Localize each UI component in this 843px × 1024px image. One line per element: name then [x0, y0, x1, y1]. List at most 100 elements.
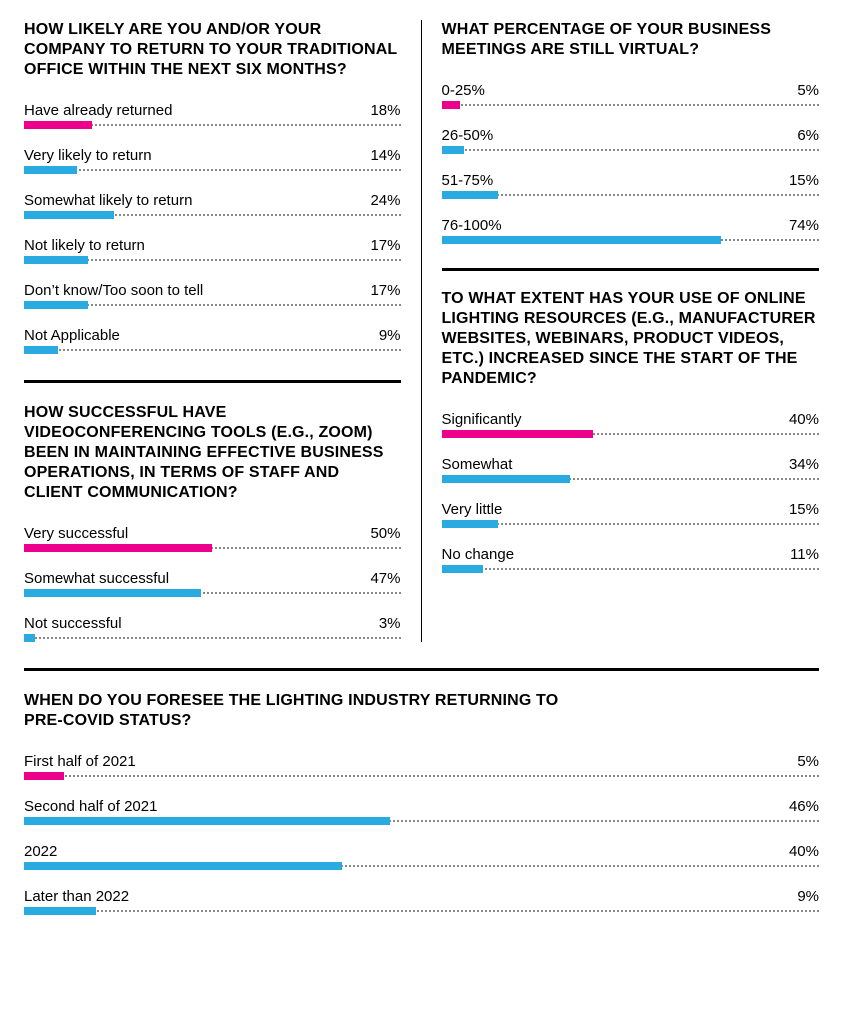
- bar-percent: 3%: [379, 615, 401, 632]
- bar-row: Don’t know/Too soon to tell 17%: [24, 282, 401, 309]
- bar-label: First half of 2021: [24, 753, 136, 770]
- bar-percent: 5%: [797, 82, 819, 99]
- bar-fill: [24, 634, 35, 642]
- bar-label: Not Applicable: [24, 327, 120, 344]
- bar-percent: 11%: [790, 546, 819, 563]
- bar-label: Very little: [442, 501, 503, 518]
- bar-row: Somewhat 34%: [442, 456, 820, 483]
- bar-percent: 17%: [370, 237, 400, 254]
- bar-label: 2022: [24, 843, 57, 860]
- bar-track: [442, 430, 820, 438]
- bar-percent: 50%: [370, 525, 400, 542]
- bar-label: 51-75%: [442, 172, 494, 189]
- bar-row: Not Applicable 9%: [24, 327, 401, 354]
- bar-dots: [442, 194, 820, 196]
- bar-list: 0-25% 5% 26-50%6% 51-75%15% 76-100%74%: [442, 82, 820, 244]
- bar-track: [442, 191, 820, 199]
- bar-fill: [442, 236, 721, 244]
- bar-track: [24, 166, 401, 174]
- bar-fill: [24, 301, 88, 309]
- bar-track: [24, 544, 401, 552]
- bar-label: Somewhat successful: [24, 570, 169, 587]
- bar-dots: [442, 523, 820, 525]
- bar-row: First half of 2021 5%: [24, 753, 819, 780]
- bar-percent: 47%: [370, 570, 400, 587]
- bar-row: 26-50%6%: [442, 127, 820, 154]
- bar-label: Not likely to return: [24, 237, 145, 254]
- bar-label: 76-100%: [442, 217, 502, 234]
- bar-row: 76-100%74%: [442, 217, 820, 244]
- bar-fill: [24, 121, 92, 129]
- bar-row: 51-75%15%: [442, 172, 820, 199]
- bar-track: [24, 301, 401, 309]
- bar-label: Don’t know/Too soon to tell: [24, 282, 203, 299]
- bar-track: [24, 817, 819, 825]
- bar-percent: 40%: [789, 411, 819, 428]
- bar-row: Very likely to return14%: [24, 147, 401, 174]
- bar-label: Somewhat: [442, 456, 513, 473]
- bar-percent: 5%: [797, 753, 819, 770]
- bar-percent: 15%: [789, 501, 819, 518]
- right-column: WHAT PERCENTAGE OF YOUR BUSINESS MEETING…: [422, 20, 820, 642]
- bar-label: Second half of 2021: [24, 798, 157, 815]
- bar-row: Later than 2022 9%: [24, 888, 819, 915]
- bar-label: 0-25%: [442, 82, 485, 99]
- bar-row: 0-25% 5%: [442, 82, 820, 109]
- bar-track: [442, 565, 820, 573]
- bar-fill: [24, 772, 64, 780]
- bar-label: Later than 2022: [24, 888, 129, 905]
- bar-percent: 46%: [789, 798, 819, 815]
- bar-fill: [24, 862, 342, 870]
- bar-percent: 18%: [370, 102, 400, 119]
- bar-fill: [24, 907, 96, 915]
- bar-row: Not successful3%: [24, 615, 401, 642]
- bar-fill: [24, 346, 58, 354]
- bar-list: First half of 2021 5% Second half of 2021 4…: [24, 753, 819, 915]
- bar-row: Somewhat likely to return24%: [24, 192, 401, 219]
- question-title: TO WHAT EXTENT HAS YOUR USE OF ONLINE LI…: [442, 289, 820, 389]
- bar-track: [442, 236, 820, 244]
- bar-fill: [442, 430, 593, 438]
- bar-fill: [442, 475, 570, 483]
- question-online-resources: TO WHAT EXTENT HAS YOUR USE OF ONLINE LI…: [442, 289, 820, 573]
- bar-percent: 34%: [789, 456, 819, 473]
- bar-fill: [24, 256, 88, 264]
- bar-dots: [442, 568, 820, 570]
- question-title: HOW SUCCESSFUL HAVE VIDEOCONFERENCING TO…: [24, 403, 401, 503]
- bar-track: [24, 346, 401, 354]
- bar-list: Significantly 40% Somewhat 34% Very little 15…: [442, 411, 820, 573]
- bar-percent: 24%: [370, 192, 400, 209]
- bar-percent: 40%: [789, 843, 819, 860]
- bar-row: No change11%: [442, 546, 820, 573]
- bar-track: [24, 589, 401, 597]
- bar-fill: [442, 520, 499, 528]
- divider: [24, 668, 819, 671]
- question-title: WHEN DO YOU FORESEE THE LIGHTING INDUSTR…: [24, 691, 584, 731]
- bar-fill: [442, 565, 484, 573]
- bar-row: Significantly 40%: [442, 411, 820, 438]
- bar-percent: 17%: [370, 282, 400, 299]
- bar-dots: [442, 104, 820, 106]
- bar-percent: 6%: [797, 127, 819, 144]
- bar-dots: [24, 637, 401, 639]
- bar-track: [442, 101, 820, 109]
- bar-percent: 9%: [379, 327, 401, 344]
- bar-list: Have already returned18% Very likely to r…: [24, 102, 401, 354]
- bar-dots: [442, 149, 820, 151]
- bar-track: [24, 121, 401, 129]
- bar-dots: [24, 775, 819, 777]
- bar-fill: [24, 817, 390, 825]
- bar-row: 2022 40%: [24, 843, 819, 870]
- question-title: WHAT PERCENTAGE OF YOUR BUSINESS MEETING…: [442, 20, 820, 60]
- bar-label: Significantly: [442, 411, 522, 428]
- bar-dots: [24, 169, 401, 171]
- bar-fill: [24, 211, 114, 219]
- bar-track: [442, 520, 820, 528]
- bar-track: [442, 475, 820, 483]
- bar-track: [24, 634, 401, 642]
- bar-row: Have already returned18%: [24, 102, 401, 129]
- bar-track: [24, 256, 401, 264]
- bar-row: Second half of 2021 46%: [24, 798, 819, 825]
- question-pre-covid-return: WHEN DO YOU FORESEE THE LIGHTING INDUSTR…: [24, 691, 819, 915]
- bar-percent: 9%: [797, 888, 819, 905]
